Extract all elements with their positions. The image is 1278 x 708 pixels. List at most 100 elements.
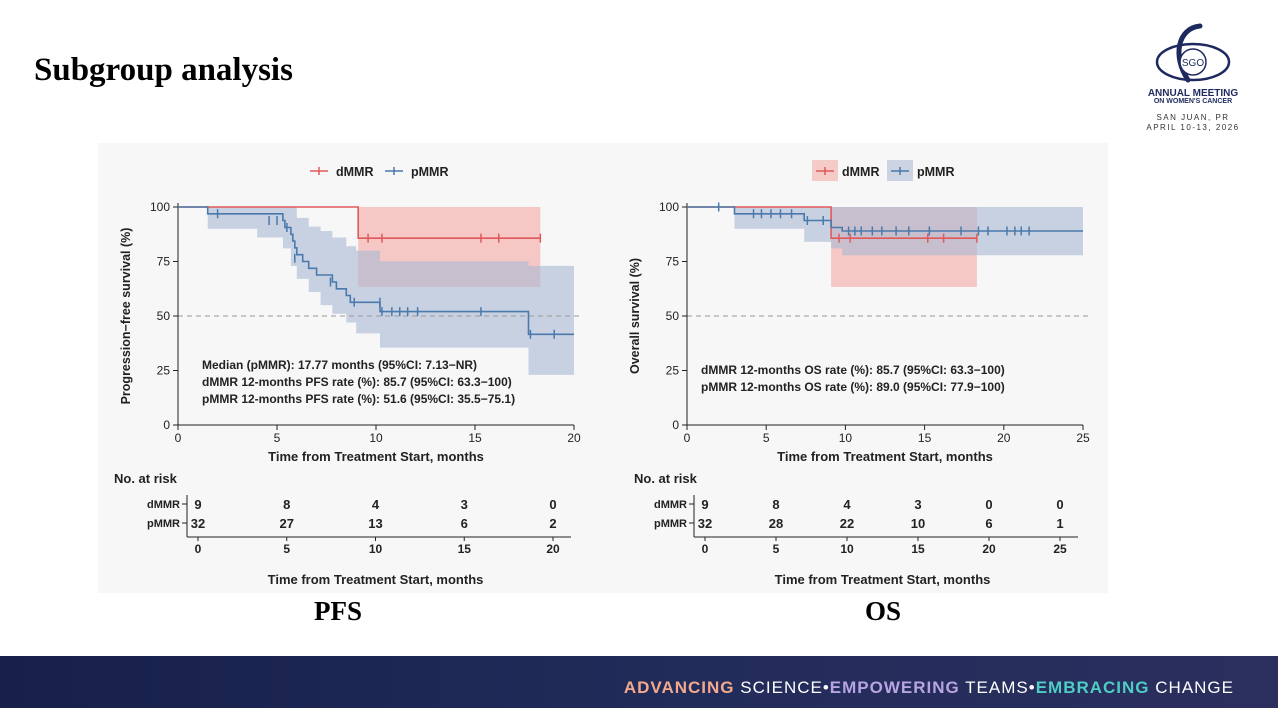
pfs-risk-row-label: pMMR (147, 518, 180, 530)
os-x-tick-label: 0 (684, 431, 691, 445)
os-y-axis-title: Overall survival (%) (628, 258, 642, 374)
os-risk-value: 3 (914, 497, 921, 512)
pfs-risk-value: 0 (549, 497, 556, 512)
pfs-risk-table-title: No. at risk (114, 471, 178, 486)
tagline-change: CHANGE (1155, 678, 1234, 697)
tagline-separator: • (1028, 678, 1036, 697)
os-risk-x-tick-label: 10 (840, 542, 854, 556)
logo-line3: SAN JUAN, PR (1156, 113, 1230, 122)
pfs-annotation: Median (pMMR): 17.77 months (95%CI: 7.13… (202, 358, 477, 372)
pfs-legend-label-pmmr: pMMR (411, 165, 449, 179)
logo-line2: ON WOMEN'S CANCER (1153, 98, 1233, 105)
os-legend-label-pmmr: pMMR (917, 165, 955, 179)
os-km-curve-pmmr (687, 206, 1083, 232)
pfs-annotation: dMMR 12-months PFS rate (%): 85.7 (95%CI… (202, 375, 512, 389)
sgo-logo-abbr: SGO (1182, 58, 1204, 69)
os-risk-row-label: dMMR (654, 499, 687, 511)
os-annotation: dMMR 12-months OS rate (%): 85.7 (95%CI:… (701, 363, 1005, 377)
pfs-risk-value: 9 (194, 497, 201, 512)
os-x-tick-label: 10 (839, 431, 853, 445)
pfs-y-tick-label: 100 (150, 200, 170, 214)
pfs-risk-value: 4 (372, 497, 380, 512)
os-risk-value: 9 (701, 497, 708, 512)
os-risk-value: 28 (769, 516, 783, 531)
os-risk-value: 4 (843, 497, 851, 512)
pfs-risk-value: 13 (368, 516, 382, 531)
os-risk-value: 8 (772, 497, 779, 512)
slide-title: Subgroup analysis (34, 52, 293, 88)
pfs-risk-x-tick-label: 20 (546, 542, 560, 556)
pfs-caption: PFS (314, 596, 363, 626)
os-risk-x-tick-label: 5 (773, 542, 780, 556)
os-risk-value: 6 (985, 516, 992, 531)
pfs-y-tick-label: 75 (157, 255, 171, 269)
os-risk-x-tick-label: 25 (1053, 542, 1067, 556)
pfs-legend: dMMR pMMR (310, 165, 449, 179)
pfs-risk-x-tick-label: 15 (458, 542, 472, 556)
pfs-y-tick-label: 50 (157, 309, 171, 323)
pfs-ci-band-pmmr (178, 207, 574, 375)
pfs-x-tick-label: 5 (274, 431, 281, 445)
os-legend-label-dmmr: dMMR (842, 165, 880, 179)
tagline-advancing: ADVANCING (623, 678, 735, 697)
tagline-separator: • (822, 678, 830, 697)
pfs-x-axis-title: Time from Treatment Start, months (268, 449, 484, 464)
pfs-y-tick-label: 25 (157, 364, 171, 378)
os-risk-value: 0 (1056, 497, 1063, 512)
os-y-tick-label: 25 (666, 364, 680, 378)
pfs-risk-x-axis-title: Time from Treatment Start, months (268, 572, 484, 587)
pfs-x-tick-label: 15 (468, 431, 482, 445)
os-y-tick-label: 50 (666, 309, 680, 323)
logo-line4: APRIL 10-13, 2026 (1146, 123, 1240, 132)
pfs-y-tick-label: 0 (163, 418, 170, 432)
pfs-risk-value: 3 (461, 497, 468, 512)
os-risk-value: 32 (698, 516, 712, 531)
pfs-km-curve-pmmr (178, 206, 574, 336)
os-legend: dMMR pMMR (812, 160, 955, 181)
os-y-tick-label: 0 (672, 418, 679, 432)
pfs-km-curve-dmmr (178, 206, 541, 239)
pfs-risk-value: 6 (461, 516, 468, 531)
sgo-logo: SGO ANNUAL MEETING ON WOMEN'S CANCER SAN… (1138, 22, 1248, 134)
pfs-risk-x-tick-label: 5 (283, 542, 290, 556)
os-y-tick-label: 75 (666, 255, 680, 269)
os-x-tick-label: 5 (763, 431, 770, 445)
os-x-tick-label: 20 (997, 431, 1011, 445)
pfs-y-axis-title: Progression−free survival (%) (119, 228, 133, 405)
os-risk-x-axis-title: Time from Treatment Start, months (775, 572, 991, 587)
os-risk-value: 0 (985, 497, 992, 512)
os-risk-row-label: pMMR (654, 518, 687, 530)
pfs-x-tick-label: 10 (369, 431, 383, 445)
tagline-science: SCIENCE (740, 678, 823, 697)
os-risk-x-tick-label: 0 (702, 542, 709, 556)
os-caption: OS (865, 596, 902, 626)
footer-banner: ADVANCING SCIENCE•EMPOWERING TEAMS•EMBRA… (0, 656, 1278, 708)
pfs-x-tick-label: 0 (175, 431, 182, 445)
sgo-logo-emblem-icon: SGO (1155, 23, 1231, 83)
pfs-x-tick-label: 20 (567, 431, 581, 445)
os-annotation: pMMR 12-months OS rate (%): 89.0 (95%CI:… (701, 380, 1005, 394)
pfs-risk-x-tick-label: 10 (369, 542, 383, 556)
pfs-risk-x-tick-label: 0 (195, 542, 202, 556)
pfs-risk-row-label: dMMR (147, 499, 180, 511)
tagline-embracing: EMBRACING (1035, 678, 1150, 697)
os-risk-table-title: No. at risk (634, 471, 698, 486)
os-y-tick-label: 100 (659, 200, 679, 214)
os-risk-value: 10 (911, 516, 925, 531)
pfs-legend-label-dmmr: dMMR (336, 165, 374, 179)
os-x-tick-label: 25 (1076, 431, 1090, 445)
os-x-tick-label: 15 (918, 431, 932, 445)
pfs-risk-value: 2 (549, 516, 556, 531)
tagline-empowering: EMPOWERING (829, 678, 960, 697)
os-risk-x-tick-label: 20 (982, 542, 996, 556)
pfs-risk-value: 8 (283, 497, 290, 512)
km-figure-panel: dMMR pMMR 0 25 50 75 100 0 5 10 15 20 Time from Trea… (98, 143, 1108, 593)
os-risk-value: 1 (1056, 516, 1063, 531)
logo-line1: ANNUAL MEETING (1147, 88, 1239, 99)
